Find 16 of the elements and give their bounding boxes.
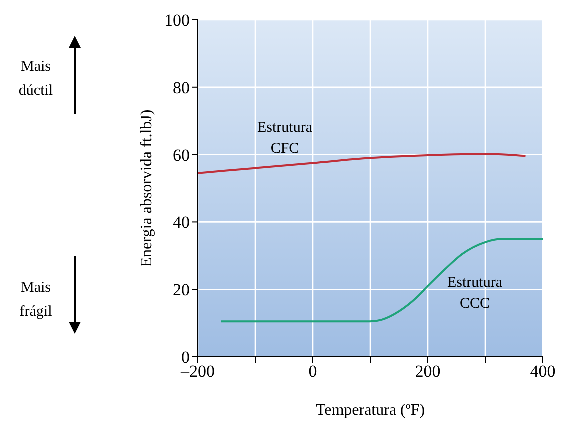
line-series bbox=[220, 238, 543, 323]
series-label: Estrutura CCC bbox=[446, 274, 504, 314]
x-tick-label: 400 bbox=[530, 362, 556, 382]
x-tick-label: 200 bbox=[415, 362, 441, 382]
y-tick-label: 60 bbox=[173, 146, 190, 165]
y-tick-label: 40 bbox=[173, 213, 190, 232]
text: Mais frágil bbox=[18, 279, 54, 322]
line-series bbox=[198, 153, 527, 174]
x-axis-title: Temperatura (ºF) bbox=[316, 402, 426, 419]
x-tick-label: 0 bbox=[308, 362, 318, 382]
y-tick-label: 20 bbox=[173, 280, 190, 300]
series-label: Estrutura CFC bbox=[256, 119, 314, 159]
y-axis-title: Energia absorvida ft.lbJ) bbox=[138, 110, 156, 268]
text: Mais dúctil bbox=[18, 58, 54, 101]
y-tick-label: 100 bbox=[164, 11, 190, 30]
y-tick-label: 80 bbox=[173, 78, 190, 98]
